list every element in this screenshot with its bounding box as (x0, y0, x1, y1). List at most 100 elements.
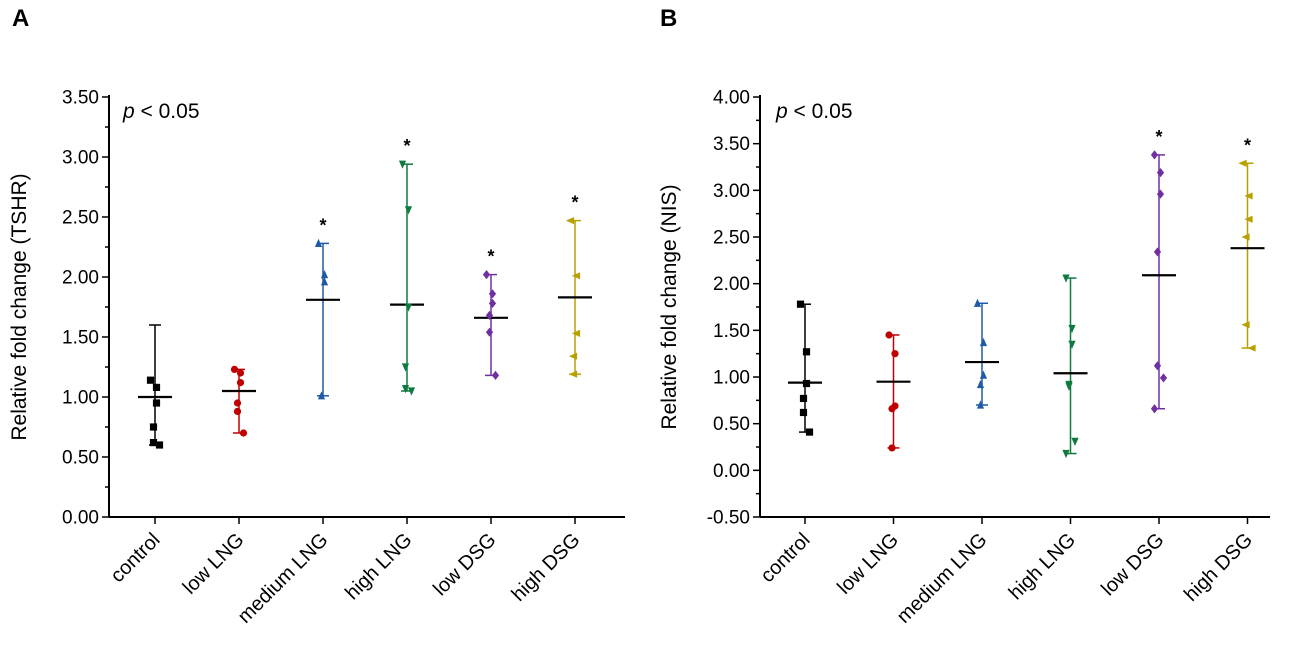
data-point (1065, 382, 1073, 391)
significance-star: * (319, 215, 326, 235)
y-tick-label: 1.00 (713, 368, 750, 389)
data-point (239, 429, 248, 437)
data-point (1238, 159, 1247, 167)
x-tick-label: high LNG (1005, 529, 1080, 604)
panel-a: A p < 0.05 Relative fold change (TSHR) 0… (8, 5, 625, 628)
p-value-annotation-b: p < 0.05 (775, 100, 853, 123)
data-point (1062, 274, 1070, 283)
y-tick-label: 2.50 (62, 208, 99, 229)
y-tick-label: 3.00 (62, 148, 99, 169)
data-point (1244, 192, 1253, 200)
y-tick-label: 2.00 (713, 274, 750, 295)
data-point (485, 310, 494, 320)
y-tick-label: 1.00 (62, 388, 99, 409)
data-point (1156, 168, 1165, 178)
significance-star: * (1155, 127, 1162, 147)
data-point (236, 369, 245, 377)
significance-star: * (487, 247, 494, 267)
data-point (488, 298, 497, 308)
data-point (488, 289, 497, 299)
data-point (979, 337, 988, 347)
y-tick-label: 0.00 (713, 461, 750, 482)
data-point (973, 298, 982, 307)
y-axis-title-b: Relative fold change (NIS) (658, 184, 681, 429)
data-point (1150, 150, 1159, 160)
data-point (485, 327, 494, 337)
series-high-dsg: * (558, 193, 592, 378)
series-medium-lng (965, 298, 999, 409)
series-low-lng (876, 331, 911, 452)
series-high-lng: * (390, 136, 424, 396)
y-tick-label: 0.50 (713, 414, 750, 435)
significance-star: * (403, 136, 410, 156)
data-point (802, 348, 811, 356)
panel-label-b: B (660, 5, 677, 32)
data-point (320, 270, 329, 279)
panel-label-a: A (12, 5, 29, 32)
y-axis-title-a: Relative fold change (TSHR) (8, 173, 31, 440)
x-tick-label: control (107, 529, 165, 587)
series-low-dsg: * (1142, 127, 1176, 414)
series-high-dsg: * (1230, 135, 1265, 352)
y-tick-label: 1.50 (713, 321, 750, 342)
data-point (1153, 247, 1162, 257)
data-point (317, 391, 326, 400)
data-point (1071, 437, 1079, 446)
data-point (1062, 449, 1070, 459)
data-point (888, 405, 896, 413)
data-point (233, 407, 242, 415)
data-point (796, 300, 805, 308)
data-point (1241, 321, 1250, 329)
data-point (155, 441, 164, 449)
y-tick-label: 2.00 (62, 268, 99, 289)
y-tick-label: 2.50 (713, 228, 750, 249)
data-point (314, 238, 323, 247)
significance-star: * (1244, 135, 1251, 155)
y-tick-label: 1.50 (62, 328, 99, 349)
data-point (236, 379, 245, 387)
x-tick-label: high DSG (1180, 529, 1257, 606)
x-tick-label: high LNG (341, 529, 416, 604)
series-control (138, 324, 172, 449)
series-control (788, 300, 822, 436)
data-point (571, 272, 581, 280)
data-point (1068, 324, 1076, 334)
data-point (233, 399, 242, 407)
series-medium-lng: * (306, 215, 340, 400)
y-tick-label: 0.00 (62, 508, 99, 529)
data-point (152, 399, 161, 407)
data-point (404, 303, 413, 312)
data-point (802, 379, 811, 388)
data-point (1156, 189, 1165, 199)
data-point (149, 423, 158, 431)
x-tick-label: low LNG (833, 529, 903, 599)
data-point (888, 444, 896, 452)
data-point (230, 365, 239, 373)
series-low-dsg: * (474, 247, 508, 380)
series-low-lng (222, 365, 256, 437)
data-point (1244, 215, 1253, 223)
data-point (149, 439, 158, 447)
series-high-lng (1053, 274, 1088, 459)
x-tick-label: medium LNG (234, 529, 333, 628)
data-point (976, 400, 985, 409)
data-point (1068, 340, 1076, 349)
y-tick-label: -0.50 (707, 508, 750, 529)
y-tick-label: 3.50 (713, 134, 750, 155)
y-tick-label: 3.50 (62, 88, 99, 109)
data-point (568, 352, 578, 360)
data-point (152, 383, 161, 391)
data-point (401, 385, 410, 394)
x-tick-label: low DSG (429, 529, 500, 600)
data-point (565, 217, 575, 225)
x-tick-label: low LNG (179, 529, 249, 599)
data-point (398, 160, 407, 169)
x-tick-label: low DSG (1097, 529, 1168, 600)
x-tick-label: medium LNG (893, 529, 992, 628)
data-point (482, 270, 491, 280)
data-point (1241, 233, 1250, 241)
data-point (320, 277, 329, 286)
data-point (568, 370, 578, 378)
x-tick-label: high DSG (508, 529, 585, 606)
